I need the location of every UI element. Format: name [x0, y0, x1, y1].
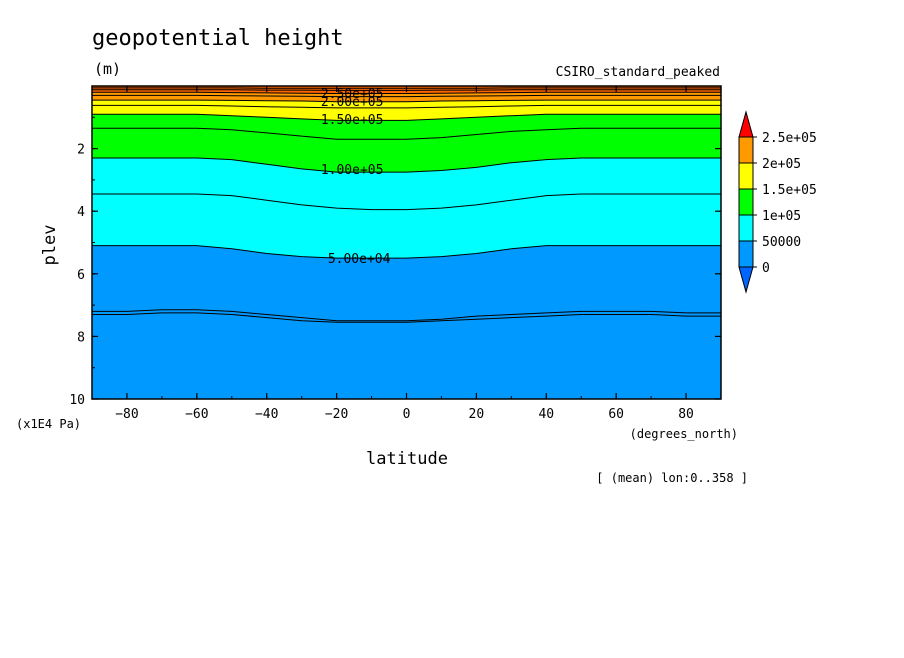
x-tick-label: 20: [469, 407, 485, 422]
chart-title: geopotential height: [92, 26, 344, 51]
colorbar-label: 2e+05: [762, 157, 801, 172]
colorbar-box-0: [739, 137, 753, 163]
x-tick-label: 40: [538, 407, 554, 422]
colorbar-label: 2.5e+05: [762, 131, 817, 146]
chart-units: (m): [94, 60, 121, 78]
model-name: CSIRO_standard_peaked: [556, 65, 720, 80]
colorbar-label: 1.5e+05: [762, 183, 817, 198]
x-tick-label: −60: [185, 407, 208, 422]
x-tick-label: 60: [608, 407, 624, 422]
contour-label: 1.50e+05: [321, 113, 384, 128]
colorbar-label: 50000: [762, 235, 801, 250]
y-tick-label: 8: [77, 330, 85, 345]
filled-contours: [92, 86, 721, 399]
x-tick-label: 80: [678, 407, 694, 422]
x-axis-units: (degrees_north): [630, 427, 738, 441]
y-tick-label: 10: [69, 393, 85, 408]
y-tick-label: 6: [77, 268, 85, 283]
x-tick-label: −80: [115, 407, 138, 422]
contour-label: 2.50e+05: [321, 87, 384, 102]
colorbar-box-3: [739, 215, 753, 241]
colorbar-box-4: [739, 241, 753, 267]
colorbar-box-2: [739, 189, 753, 215]
contour-label: 1.00e+05: [321, 163, 384, 178]
colorbar-label: 0: [762, 261, 770, 276]
y-axis-label: plev: [40, 225, 60, 266]
contour-label: 5.00e+04: [328, 252, 391, 267]
x-tick-label: 0: [403, 407, 411, 422]
y-tick-label: 2: [77, 143, 85, 158]
colorbar-box-1: [739, 163, 753, 189]
colorbar-label: 1e+05: [762, 209, 801, 224]
x-axis-label: latitude: [366, 449, 448, 469]
y-axis-units: (x1E4 Pa): [16, 417, 81, 431]
x-tick-label: −40: [255, 407, 278, 422]
x-tick-label: −20: [325, 407, 348, 422]
y-tick-label: 4: [77, 205, 85, 220]
footer-note: [ (mean) lon:0..358 ]: [596, 471, 748, 485]
